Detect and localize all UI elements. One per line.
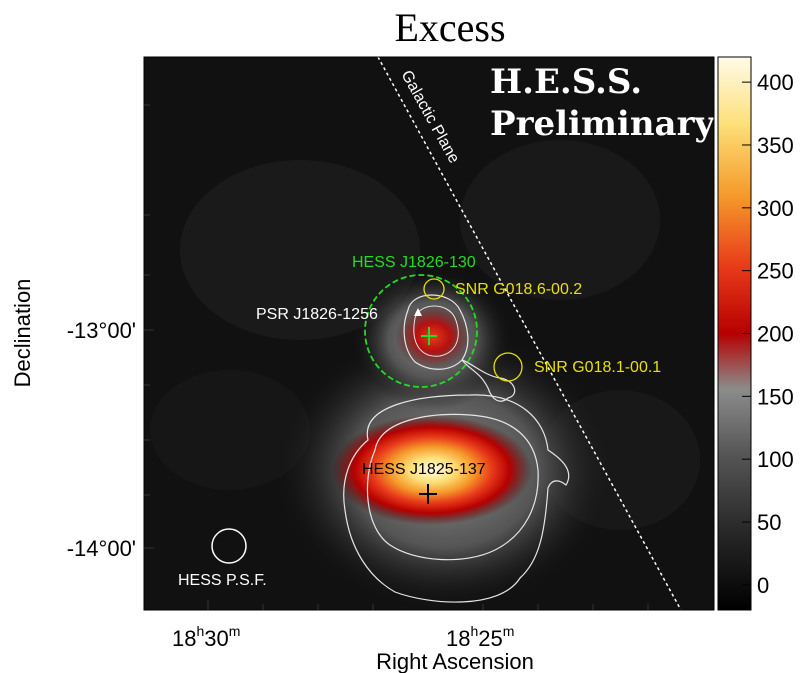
hess-watermark-line1: H.E.S.S. [490,62,642,102]
colorbar-ticks: 0 50 100 150 200 250 300 350 400 [742,70,794,598]
chart-title: Excess [394,5,506,50]
colorbar-tick-label: 50 [757,510,781,535]
snr-g018-6-circle [423,278,445,300]
colorbar-tick-label: 300 [757,196,794,221]
x-tick-label-2-mid: 25 [478,626,502,651]
y-tick-label-1: -13°00' [67,318,136,343]
x-axis-title: Right Ascension [376,649,534,673]
x-tick-label-2: 18h25m [446,623,514,651]
x-tick-label-2-sup-m: m [503,623,515,639]
pulsar-marker [414,308,422,316]
y-axis-title: Declination [10,279,35,388]
plot-frame [143,56,715,611]
excess-contour-upper [403,294,516,402]
hess-j1826-130-marker [421,327,437,345]
excess-contour-outer [343,394,570,603]
colorbar-tick-label: 400 [757,70,794,95]
label-hess-j1825-137: HESS J1825-137 [362,461,486,478]
snr-g018-1-circle [493,352,523,382]
x-tick-label-1-mid: 30 [204,626,228,651]
label-hess-j1826-130: HESS J1826-130 [352,254,476,271]
label-snr-g018-6: SNR G018.6-00.2 [455,281,582,298]
emission-hess-j1825-137 [332,415,532,525]
colorbar-tick-label: 100 [757,447,794,472]
hess-j1826-130-extent [364,274,478,388]
hess-j1825-137-marker [419,484,437,504]
x-tick-label-1-main: 18 [172,626,196,651]
colorbar-tick-label: 350 [757,133,794,158]
background-emission [150,370,310,490]
colorbar-tick-label: 200 [757,322,794,347]
label-psf: HESS P.S.F. [178,572,267,589]
psf-circle [211,528,247,564]
colorbar-tick-label: 150 [757,384,794,409]
x-tick-label-1-sup-m: m [229,623,241,639]
label-snr-g018-1: SNR G018.1-00.1 [534,359,661,376]
y-tick-label-2: -14°00' [67,536,136,561]
hess-watermark-line2: Preliminary [490,104,715,144]
background-emission [460,140,660,300]
label-psr-j1826-1256: PSR J1826-1256 [256,306,378,323]
excess-contour-upper-inner [413,305,459,357]
x-tick-label-1: 18h30m [172,623,240,651]
background-emission [180,160,420,340]
colorbar-tick-label: 250 [757,259,794,284]
excess-contour-inner [366,413,539,561]
x-tick-label-2-main: 18 [446,626,470,651]
frame-ticks [144,104,649,610]
colorbar-tick-label: 0 [757,573,769,598]
x-tick-label-1-sup-h: h [196,623,204,639]
x-tick-label-2-sup-h: h [470,623,478,639]
